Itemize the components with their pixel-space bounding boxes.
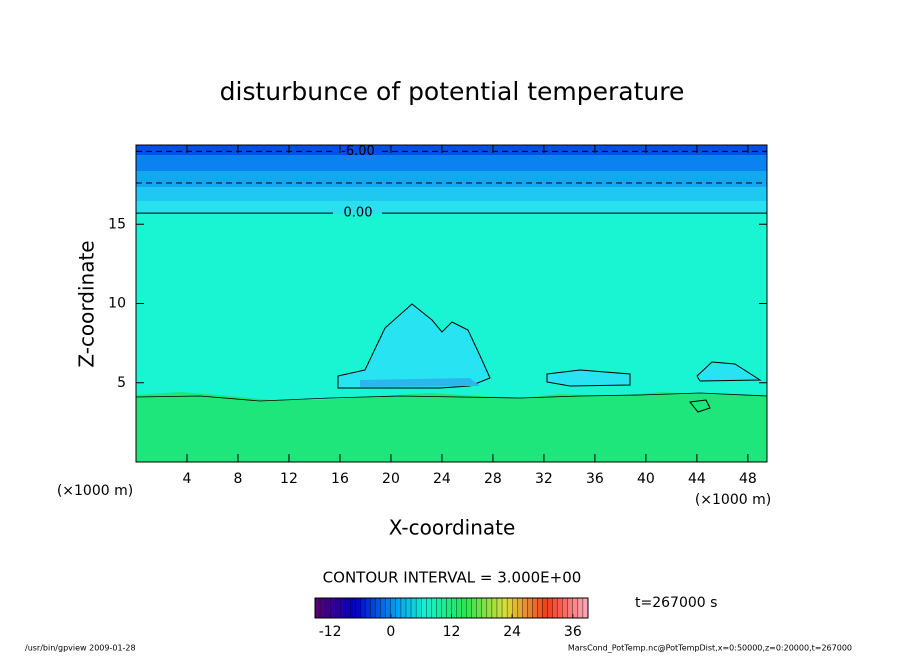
- colorbar-band: [415, 597, 422, 619]
- colorbar-band: [491, 597, 498, 619]
- colorbar-band: [314, 597, 321, 619]
- colorbar-band: [522, 597, 528, 619]
- colorbar-band: [330, 597, 336, 619]
- colorbar-tick-label: 24: [503, 624, 521, 640]
- x-unit: (×1000 m): [695, 492, 771, 508]
- colorbar-band: [577, 597, 584, 619]
- colorbar-band: [421, 597, 427, 619]
- colorbar-band: [426, 597, 432, 619]
- colorbar-band: [350, 597, 356, 619]
- x-tick-label: 4: [183, 471, 192, 487]
- colorbar-band: [360, 597, 366, 619]
- colorbar-band: [345, 597, 351, 619]
- colorbar-band: [446, 597, 452, 619]
- colorbar-tick-label: 12: [443, 624, 461, 640]
- x-tick-label: 48: [739, 471, 757, 487]
- colorbar-band: [527, 597, 533, 619]
- x-tick-label: 16: [331, 471, 349, 487]
- colorbar-band: [547, 597, 553, 619]
- colorbar-band: [324, 597, 331, 619]
- x-tick-label: 40: [637, 471, 655, 487]
- footer: MarsCond_PotTemp.nc@PotTempDist,x=0:5000…: [568, 644, 852, 653]
- y-tick-label: 15: [108, 216, 126, 232]
- colorbar-band: [400, 597, 407, 619]
- colorbar-band: [532, 597, 538, 619]
- colorbar-band: [405, 597, 412, 619]
- colorbar-band: [557, 597, 563, 619]
- filled-field: [135, 145, 768, 462]
- colorbar-band: [395, 597, 402, 619]
- colorbar-band: [542, 597, 548, 619]
- colorbar-band: [340, 597, 346, 619]
- colorbar-band: [552, 597, 558, 619]
- x-unit: (×1000 m): [57, 483, 133, 499]
- x-tick-label: 8: [234, 471, 243, 487]
- colorbar-band: [461, 597, 467, 619]
- colorbar-band: [365, 597, 371, 619]
- colorbar-band: [471, 597, 477, 619]
- colorbar-band: [572, 597, 579, 619]
- time-label: t=267000 s: [635, 595, 717, 611]
- colorbar-band: [375, 597, 381, 619]
- colorbar-band: [517, 597, 523, 619]
- colorbar-tick-label: 36: [564, 624, 582, 640]
- x-tick-label: 20: [382, 471, 400, 487]
- contour-label: -6.00: [341, 144, 375, 159]
- x-tick-label: 12: [280, 471, 298, 487]
- colorbar-band: [512, 597, 518, 619]
- y-axis-label: Z-coordinate: [75, 240, 99, 367]
- x-axis-label: X-coordinate: [389, 516, 516, 540]
- x-tick-label: 24: [433, 471, 451, 487]
- colorbar-band: [481, 597, 488, 619]
- colorbar-band: [390, 597, 397, 619]
- colorbar-band: [441, 597, 447, 619]
- colorbar-band: [355, 597, 361, 619]
- colorbar-band: [562, 597, 568, 619]
- colorbar-band: [567, 597, 573, 619]
- colorbar-band: [476, 597, 482, 619]
- x-tick-label: 32: [535, 471, 553, 487]
- colorbar-band: [496, 597, 503, 619]
- x-tick-label: 44: [688, 471, 706, 487]
- footer: /usr/bin/gpview 2009-01-28: [25, 644, 136, 653]
- y-tick-label: 5: [117, 375, 126, 391]
- colorbar-band: [486, 597, 493, 619]
- colorbar-band: [380, 597, 386, 619]
- colorbar-band: [456, 597, 462, 619]
- colorbar-band: [410, 597, 417, 619]
- colorbar-band: [431, 597, 437, 619]
- x-tick-label: 28: [484, 471, 502, 487]
- colorbar-band: [370, 597, 376, 619]
- colorbar-band: [385, 597, 391, 619]
- colorbar-band: [501, 597, 508, 619]
- colorbar-tick-label: -12: [319, 624, 342, 640]
- colorbar-band: [436, 597, 442, 619]
- colorbar-band: [582, 597, 589, 619]
- colorbar-band: [451, 597, 457, 619]
- chart-title: disturbunce of potential temperature: [220, 77, 685, 106]
- colorbar-band: [466, 597, 472, 619]
- contour-label: 0.00: [344, 206, 373, 221]
- colorbar-tick-label: 0: [386, 624, 395, 640]
- colorbar-band: [335, 597, 341, 619]
- colorbar-band: [319, 597, 326, 619]
- y-tick-label: 10: [108, 296, 126, 312]
- colorbar-band: [506, 597, 513, 619]
- contour-interval: CONTOUR INTERVAL = 3.000E+00: [323, 569, 582, 587]
- colorbar-band: [537, 597, 543, 619]
- x-tick-label: 36: [586, 471, 604, 487]
